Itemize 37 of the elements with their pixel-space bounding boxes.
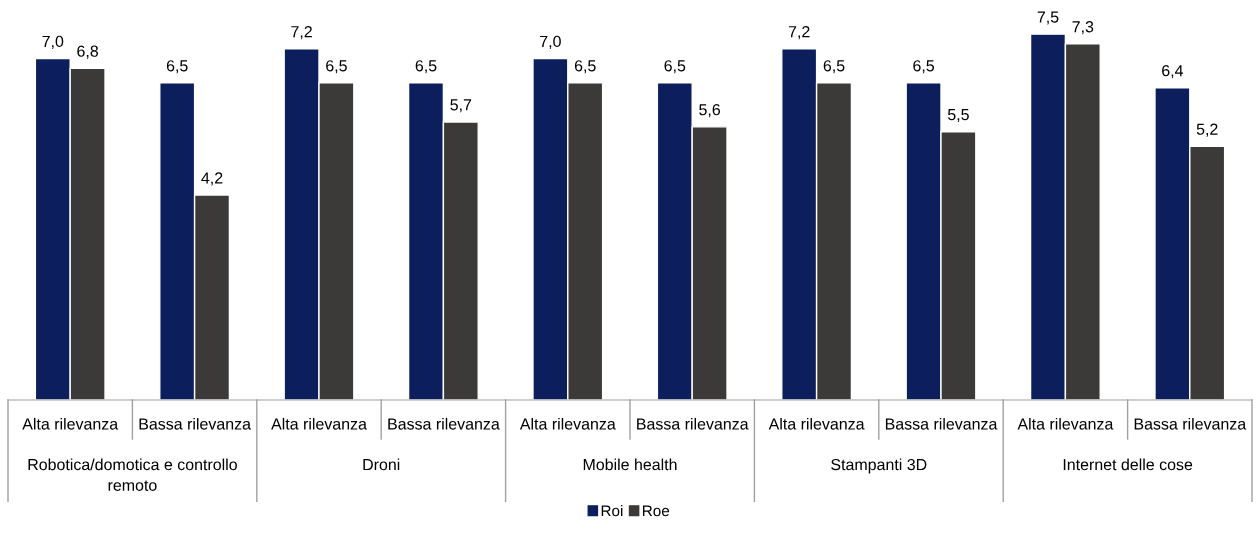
data-label: 6,5	[913, 60, 935, 74]
data-label: 6,5	[166, 60, 188, 74]
data-label: 7,2	[788, 25, 810, 40]
data-label: 6,5	[823, 60, 845, 74]
data-label: 7,5	[1037, 11, 1059, 25]
legend-label: Roe	[642, 505, 670, 517]
text: Robotica/domotica e controllo remoto	[28, 458, 237, 491]
data-label: 6,5	[415, 60, 437, 74]
x-tick-label: Alta rilevanza	[768, 417, 865, 430]
x-tick-label: Alta rilevanza	[1017, 417, 1114, 430]
data-label: 5,2	[1196, 123, 1218, 137]
text: Stampanti 3D	[831, 458, 927, 474]
x-tick-label: Alta rilevanza	[22, 417, 119, 430]
text: Internet delle cose	[1063, 458, 1193, 471]
data-label: 6,4	[1162, 65, 1184, 79]
data-label: 7,0	[540, 35, 561, 49]
x-tick-label: Bassa rilevanza	[637, 417, 749, 430]
x-tick-label: Bassa rilevanza	[139, 417, 251, 430]
data-label: 7,3	[1072, 21, 1094, 35]
data-label: 6,8	[77, 45, 99, 59]
data-label: 5,6	[699, 104, 721, 118]
data-label: 6,5	[574, 60, 596, 74]
text: Mobile health	[583, 458, 677, 471]
data-label: 7,0	[42, 35, 64, 49]
text: Droni	[363, 458, 400, 471]
legend-label: Roi	[601, 505, 623, 517]
x-tick-label: Alta rilevanza	[271, 417, 367, 430]
data-label: 6,5	[326, 60, 347, 74]
data-label: 5,7	[450, 99, 472, 113]
data-label: 7,2	[291, 25, 312, 40]
data-label: 6,5	[664, 60, 686, 74]
data-label: 4,2	[201, 172, 223, 186]
data-label: 5,5	[947, 109, 969, 123]
x-tick-label: Bassa rilevanza	[1134, 417, 1247, 430]
x-tick-label: Alta rilevanza	[519, 417, 616, 430]
x-tick-label: Bassa rilevanza	[388, 417, 500, 430]
x-tick-label: Bassa rilevanza	[885, 417, 998, 430]
